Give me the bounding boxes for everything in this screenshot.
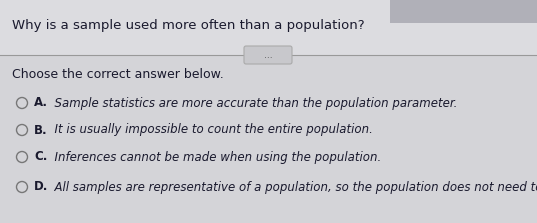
Text: C.: C. bbox=[34, 151, 47, 163]
FancyBboxPatch shape bbox=[244, 46, 292, 64]
Text: Sample statistics are more accurate than the population parameter.: Sample statistics are more accurate than… bbox=[47, 97, 458, 109]
Text: All samples are representative of a population, so the population does not need : All samples are representative of a popu… bbox=[47, 180, 537, 194]
Text: A.: A. bbox=[34, 97, 48, 109]
FancyBboxPatch shape bbox=[0, 0, 537, 55]
Text: Inferences cannot be made when using the population.: Inferences cannot be made when using the… bbox=[47, 151, 381, 163]
Text: Choose the correct answer below.: Choose the correct answer below. bbox=[12, 68, 224, 81]
Text: B.: B. bbox=[34, 124, 48, 136]
FancyBboxPatch shape bbox=[390, 0, 537, 23]
Text: It is usually impossible to count the entire population.: It is usually impossible to count the en… bbox=[47, 124, 373, 136]
Text: Why is a sample used more often than a population?: Why is a sample used more often than a p… bbox=[12, 19, 365, 31]
Text: D.: D. bbox=[34, 180, 48, 194]
Text: ...: ... bbox=[264, 50, 272, 60]
